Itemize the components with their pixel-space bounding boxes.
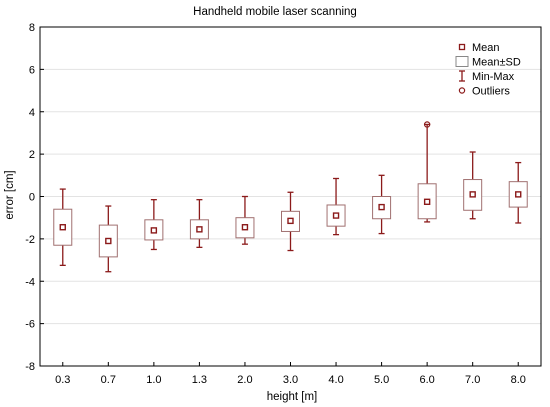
legend-label: Min-Max xyxy=(472,71,515,83)
x-axis-label: height [m] xyxy=(267,391,318,403)
y-tick-label: -4 xyxy=(25,276,35,288)
x-tick-label: 5.0 xyxy=(374,374,389,386)
y-tick-label: 0 xyxy=(29,192,35,204)
box-group-3.0 xyxy=(281,191,300,252)
box-group-0.3 xyxy=(53,188,73,267)
outlier-point xyxy=(423,121,431,128)
y-axis-label: error [cm] xyxy=(4,170,16,219)
mean-marker xyxy=(515,191,522,198)
box-group-2.0 xyxy=(235,195,255,245)
mean-marker xyxy=(150,227,158,234)
legend-mean-swatch xyxy=(458,43,466,51)
box-group-1.3 xyxy=(189,199,209,249)
box-group-1.0 xyxy=(144,199,164,251)
box-group-6.0 xyxy=(417,121,437,223)
mean-marker xyxy=(423,198,431,205)
y-tick-label: 2 xyxy=(29,149,35,161)
x-tick-label: 2.0 xyxy=(237,374,252,386)
y-tick-label: 6 xyxy=(29,64,35,76)
y-tick-label: -6 xyxy=(25,319,35,331)
box-group-4.0 xyxy=(326,177,346,236)
legend-item-box: Mean±SD xyxy=(455,56,521,69)
mean-marker xyxy=(196,226,203,233)
x-tick-label: 0.7 xyxy=(101,374,116,386)
mean-marker xyxy=(241,224,249,231)
axis-ticks: 8 6 4 2 0 -2 -4 -6 -8 0.3 0.7 1.0 1.3 2.0 3.0 4.0 5.0 6.0… xyxy=(25,22,526,386)
y-tick-label: -2 xyxy=(25,234,35,246)
x-tick-label: 6.0 xyxy=(419,374,434,386)
y-tick-label: -8 xyxy=(25,361,35,373)
mean-marker xyxy=(332,212,340,219)
legend-item-outlier: Outliers xyxy=(458,86,510,98)
legend-outlier-swatch xyxy=(458,87,466,94)
box-group-0.7 xyxy=(98,205,118,273)
legend-item-mean: Mean xyxy=(458,42,500,54)
box-series xyxy=(53,121,528,273)
x-tick-label: 7.0 xyxy=(465,374,480,386)
x-tick-label: 8.0 xyxy=(511,374,526,386)
legend-item-whisker: Min-Max xyxy=(459,70,515,83)
legend-label: Outliers xyxy=(472,86,510,98)
mean-marker xyxy=(469,191,476,198)
x-tick-label: 0.3 xyxy=(55,374,70,386)
legend-box-swatch xyxy=(455,56,469,67)
legend-label: Mean±SD xyxy=(472,57,521,69)
mean-marker xyxy=(59,224,66,231)
box-group-8.0 xyxy=(508,161,528,224)
box-group-7.0 xyxy=(463,151,483,220)
x-tick-label: 1.3 xyxy=(192,374,207,386)
mean-marker xyxy=(105,237,112,245)
box-group-5.0 xyxy=(372,174,392,235)
y-tick-label: 4 xyxy=(29,107,35,119)
legend-label: Mean xyxy=(472,42,500,54)
x-tick-label: 3.0 xyxy=(283,374,298,386)
legend: Mean Mean±SD Min-Max Outliers xyxy=(455,42,521,98)
x-tick-label: 4.0 xyxy=(328,374,343,386)
mean-marker xyxy=(287,217,294,225)
y-tick-label: 8 xyxy=(29,22,35,34)
x-tick-label: 1.0 xyxy=(146,374,161,386)
chart-title: Handheld mobile laser scanning xyxy=(193,6,357,18)
mean-marker xyxy=(378,203,385,211)
